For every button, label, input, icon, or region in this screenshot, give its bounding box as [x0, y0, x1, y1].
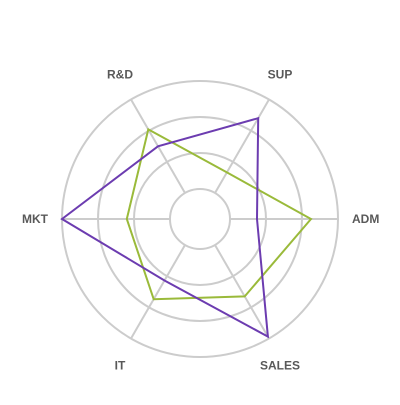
axis-spoke-2 [130, 244, 186, 340]
axis-label-adm: ADM [352, 212, 379, 226]
axis-label-sales: SALES [260, 359, 300, 373]
axis-label-r-d: R&D [107, 67, 133, 81]
radar-grid [61, 80, 339, 358]
axis-spoke-1 [214, 244, 270, 340]
series-line-2 [60, 116, 270, 339]
radar-series-group [60, 116, 313, 339]
series-line-1 [125, 127, 313, 301]
axis-label-mkt: MKT [22, 212, 49, 226]
axis-label-group: ADM SALES IT MKT R&D SUP [22, 67, 379, 372]
axis-label-sup: SUP [268, 67, 293, 81]
axis-spoke-5 [214, 98, 270, 194]
grid-ring-1 [169, 188, 231, 250]
axis-label-it: IT [115, 359, 126, 373]
